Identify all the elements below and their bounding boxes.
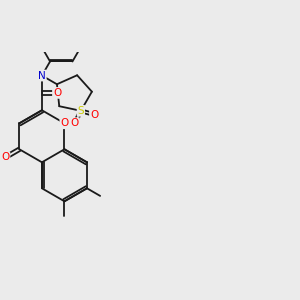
Text: N: N — [38, 70, 46, 81]
Text: O: O — [53, 88, 61, 98]
Text: O: O — [1, 152, 9, 162]
Text: O: O — [90, 110, 98, 120]
Text: O: O — [71, 118, 79, 128]
Text: O: O — [60, 118, 69, 128]
Text: S: S — [77, 106, 84, 116]
